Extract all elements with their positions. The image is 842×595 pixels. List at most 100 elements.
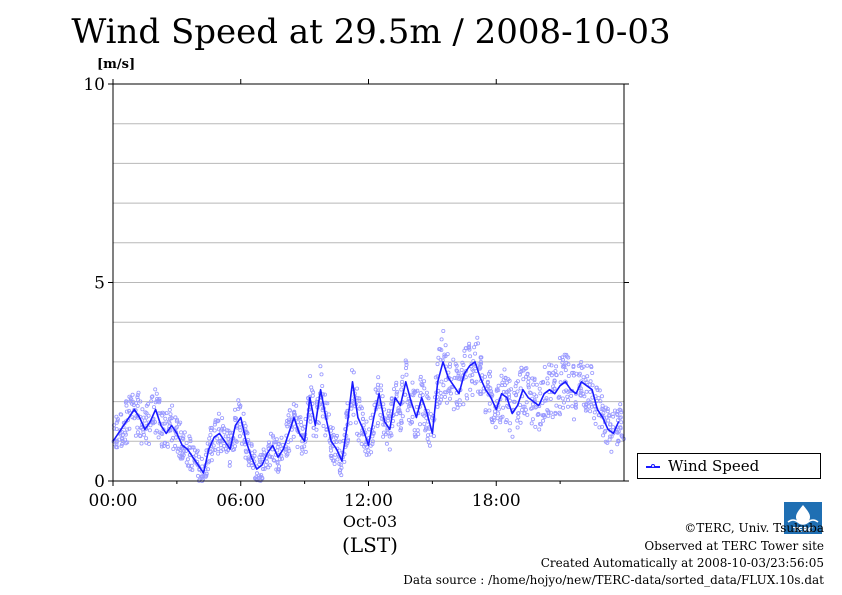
raw-sample-point [238, 428, 243, 433]
raw-sample-point [264, 459, 269, 464]
raw-sample-point [526, 379, 531, 384]
raw-sample-point [403, 358, 408, 363]
raw-sample-point [398, 428, 403, 433]
series-lines [112, 361, 620, 474]
raw-sample-point [608, 434, 613, 439]
raw-sample-point [541, 418, 546, 423]
raw-sample-point [506, 377, 511, 382]
raw-sample-point [277, 441, 282, 446]
raw-sample-point [376, 375, 381, 380]
raw-sample-point [245, 431, 250, 436]
raw-sample-point [533, 405, 538, 410]
raw-sample-point [299, 445, 304, 450]
raw-sample-point [609, 449, 614, 454]
raw-sample-point [554, 364, 559, 369]
raw-sample-point [464, 368, 469, 373]
raw-sample-point [308, 416, 313, 421]
raw-sample-point [498, 417, 503, 422]
raw-sample-point [449, 385, 454, 390]
raw-sample-point [500, 383, 505, 388]
raw-sample-point [472, 345, 477, 350]
raw-sample-point [521, 404, 526, 409]
raw-sample-point [573, 400, 578, 405]
raw-sample-point [545, 381, 550, 386]
raw-sample-point [508, 421, 513, 426]
raw-sample-point [378, 412, 383, 417]
raw-sample-point [581, 375, 586, 380]
raw-sample-point [212, 448, 217, 453]
raw-sample-point [254, 471, 259, 476]
raw-sample-point [154, 428, 159, 433]
raw-sample-point [529, 421, 534, 426]
raw-sample-point [270, 433, 275, 438]
raw-sample-point [585, 363, 590, 368]
raw-sample-point [147, 428, 152, 433]
raw-sample-point [357, 399, 362, 404]
raw-sample-point [420, 392, 425, 397]
raw-sample-point [469, 378, 474, 383]
raw-sample-point [266, 465, 271, 470]
raw-sample-point [569, 393, 574, 398]
raw-sample-point [499, 373, 504, 378]
raw-sample-point [592, 410, 597, 415]
raw-sample-point [532, 392, 537, 397]
raw-sample-point [444, 400, 449, 405]
raw-sample-point [161, 443, 166, 448]
raw-sample-point [345, 438, 350, 443]
raw-sample-point [167, 407, 172, 412]
raw-sample-point [135, 395, 140, 400]
raw-sample-point [321, 423, 326, 428]
raw-sample-point [328, 448, 333, 453]
raw-sample-point [463, 375, 468, 380]
raw-sample-point [455, 369, 460, 374]
raw-sample-point [287, 448, 292, 453]
raw-sample-point [590, 370, 595, 375]
raw-sample-point [358, 404, 363, 409]
raw-sample-point [470, 392, 475, 397]
raw-sample-point [351, 412, 356, 417]
raw-sample-point [133, 433, 138, 438]
raw-sample-point [168, 412, 173, 417]
raw-sample-point [196, 454, 201, 459]
raw-sample-point [579, 359, 584, 364]
raw-sample-point [329, 454, 334, 459]
raw-sample-point [545, 376, 550, 381]
raw-sample-point [443, 343, 448, 348]
x-tick-label: 00:00 [89, 491, 138, 511]
raw-sample-point [475, 341, 480, 346]
raw-sample-point [135, 393, 140, 398]
raw-sample-point [114, 420, 119, 425]
raw-sample-point [254, 478, 259, 483]
raw-sample-point [600, 403, 605, 408]
raw-sample-point [181, 448, 186, 453]
raw-sample-point [339, 465, 344, 470]
raw-sample-point [478, 365, 483, 370]
raw-sample-point [184, 460, 189, 465]
raw-sample-point [233, 438, 238, 443]
raw-sample-point [608, 422, 613, 427]
raw-sample-point [418, 377, 423, 382]
raw-sample-point [595, 387, 600, 392]
raw-sample-point [135, 425, 140, 430]
raw-sample-point [360, 411, 365, 416]
raw-sample-point [114, 445, 119, 450]
raw-sample-point [560, 360, 565, 365]
raw-sample-point [515, 379, 520, 384]
raw-sample-point [516, 411, 521, 416]
raw-sample-point [601, 407, 606, 412]
raw-sample-point [260, 476, 265, 481]
raw-sample-point [607, 414, 612, 419]
raw-sample-point [262, 466, 267, 471]
raw-sample-point [413, 434, 418, 439]
raw-sample-point [435, 404, 440, 409]
raw-sample-point [182, 430, 187, 435]
raw-sample-point [605, 409, 610, 414]
raw-sample-point [276, 467, 281, 472]
raw-sample-point [411, 393, 416, 398]
raw-sample-point [542, 364, 547, 369]
raw-sample-point [438, 347, 443, 352]
raw-sample-point [266, 440, 271, 445]
raw-sample-point [501, 405, 506, 410]
raw-sample-point [522, 411, 527, 416]
raw-sample-point [600, 394, 605, 399]
